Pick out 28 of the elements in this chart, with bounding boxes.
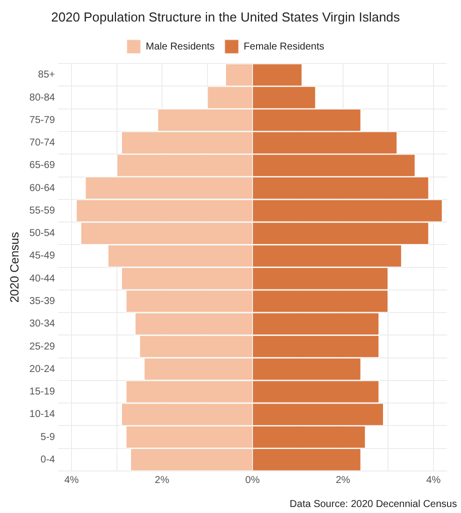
x-tick-label: 0% [245,474,260,486]
x-tick-label: 4% [64,474,79,486]
source-note: Data Source: 2020 Decennial Census [290,498,457,510]
y-tick-label: 65-69 [29,160,56,172]
y-tick-label: 80-84 [29,92,56,104]
y-tick-label: 75-79 [29,114,56,126]
y-tick-label: 70-74 [29,138,56,149]
legend-label: Female Residents [244,41,324,52]
y-tick-label: 15-19 [29,386,56,398]
y-tick-label: 35-39 [29,296,56,307]
y-tick-label: 55-59 [29,205,56,216]
y-tick-label: 10-14 [29,409,56,420]
y-tick-label: 0-4 [40,454,56,466]
y-axis-title: 2020 Census [8,232,22,303]
y-tick-label: 50-54 [29,228,56,240]
x-tick-label: 2% [336,474,350,486]
y-tick-label: 45-49 [29,250,56,262]
y-tick-label: 20-24 [29,364,56,375]
y-tick-label: 40-44 [29,273,56,284]
y-tick-label: 5-9 [40,432,56,443]
chart-title: 2020 Population Structure in the United States Virgin Islands [51,9,400,24]
legend-label: Male Residents [146,41,215,52]
y-tick-label: 30-34 [29,318,56,330]
x-tick-label: 2% [154,474,170,486]
y-tick-label: 25-29 [29,341,56,352]
y-tick-label: 85+ [38,70,56,81]
x-tick-label: 4% [426,474,441,486]
y-tick-label: 60-64 [29,182,56,194]
